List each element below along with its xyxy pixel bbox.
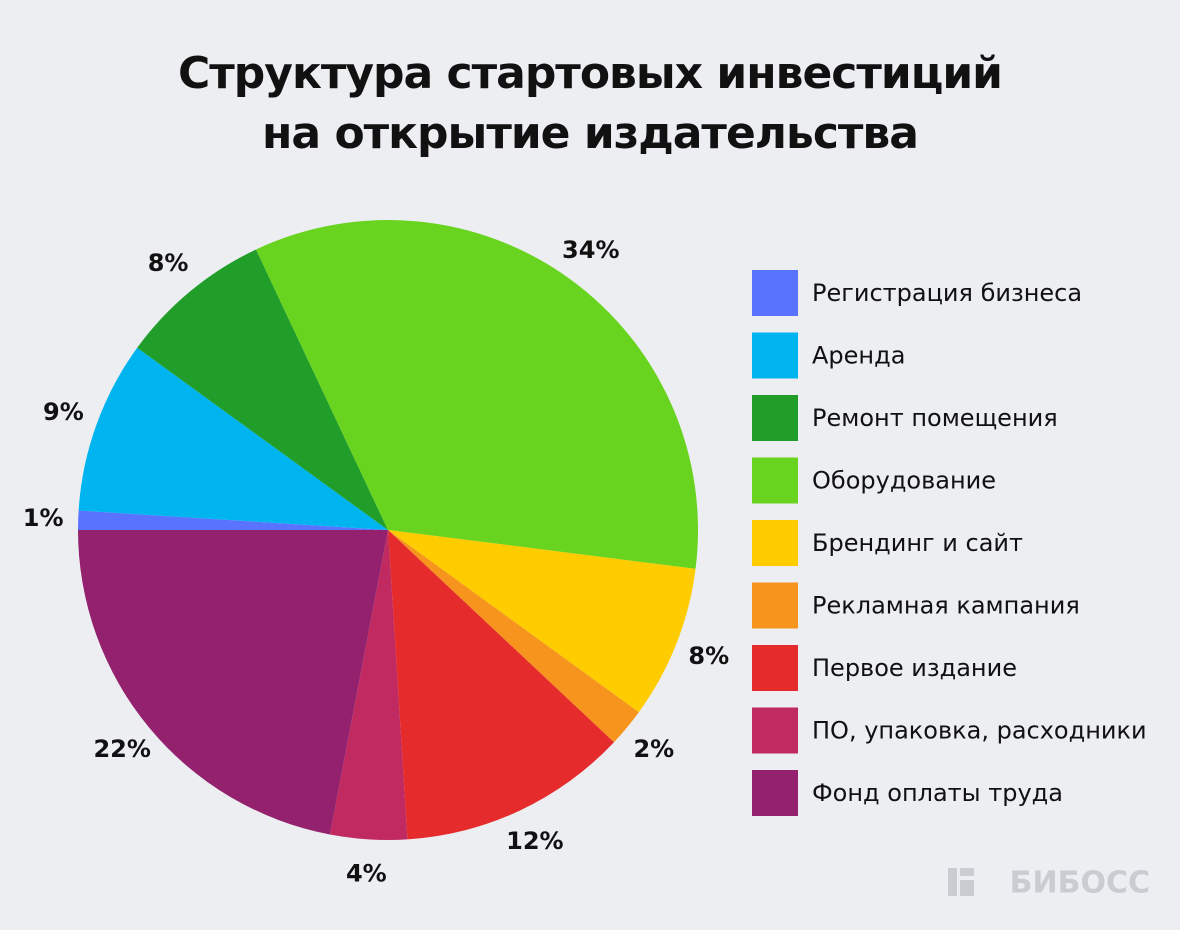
- value-label: 4%: [346, 859, 387, 887]
- legend-label: Оборудование: [812, 467, 996, 495]
- legend-swatch: [752, 395, 798, 441]
- legend-swatch: [752, 582, 798, 629]
- legend-label: Первое издание: [812, 654, 1017, 682]
- pie-slice: [78, 510, 388, 530]
- chart-title: Структура стартовых инвестиций на открыт…: [178, 48, 1003, 159]
- pie-slice: [137, 249, 388, 531]
- legend-swatch: [752, 707, 798, 754]
- value-label: 8%: [148, 249, 189, 277]
- pie-slice: [388, 530, 614, 840]
- pie-slice: [256, 220, 698, 569]
- legend-swatch: [752, 332, 798, 379]
- watermark-icon: [948, 868, 974, 896]
- legend-swatch: [752, 457, 798, 504]
- legend-swatch: [752, 645, 798, 691]
- pie-slice: [78, 530, 388, 835]
- watermark: БИБОСС: [1010, 866, 1150, 901]
- value-label: 34%: [562, 236, 619, 264]
- legend-label: Брендинг и сайт: [812, 529, 1023, 557]
- pie-slice: [388, 530, 696, 713]
- pie-slice: [78, 347, 388, 530]
- value-label: 8%: [688, 642, 729, 670]
- pie-slice: [329, 530, 408, 840]
- value-label: 2%: [633, 735, 674, 763]
- pie-slice: [388, 530, 639, 743]
- legend-label: Рекламная кампания: [812, 592, 1080, 620]
- legend-swatch: [752, 520, 798, 566]
- legend-label: Фонд оплаты труда: [812, 779, 1063, 807]
- legend-swatch: [752, 270, 798, 316]
- legend-label: ПО, упаковка, расходники: [812, 717, 1147, 745]
- value-label: 9%: [43, 398, 84, 426]
- legend-label: Регистрация бизнеса: [812, 279, 1082, 307]
- value-label: 22%: [93, 735, 150, 763]
- legend-swatch: [752, 770, 798, 816]
- legend-label: Ремонт помещения: [812, 404, 1058, 432]
- legend-label: Аренда: [812, 342, 905, 370]
- value-label: 12%: [506, 827, 563, 855]
- value-label: 1%: [23, 504, 64, 532]
